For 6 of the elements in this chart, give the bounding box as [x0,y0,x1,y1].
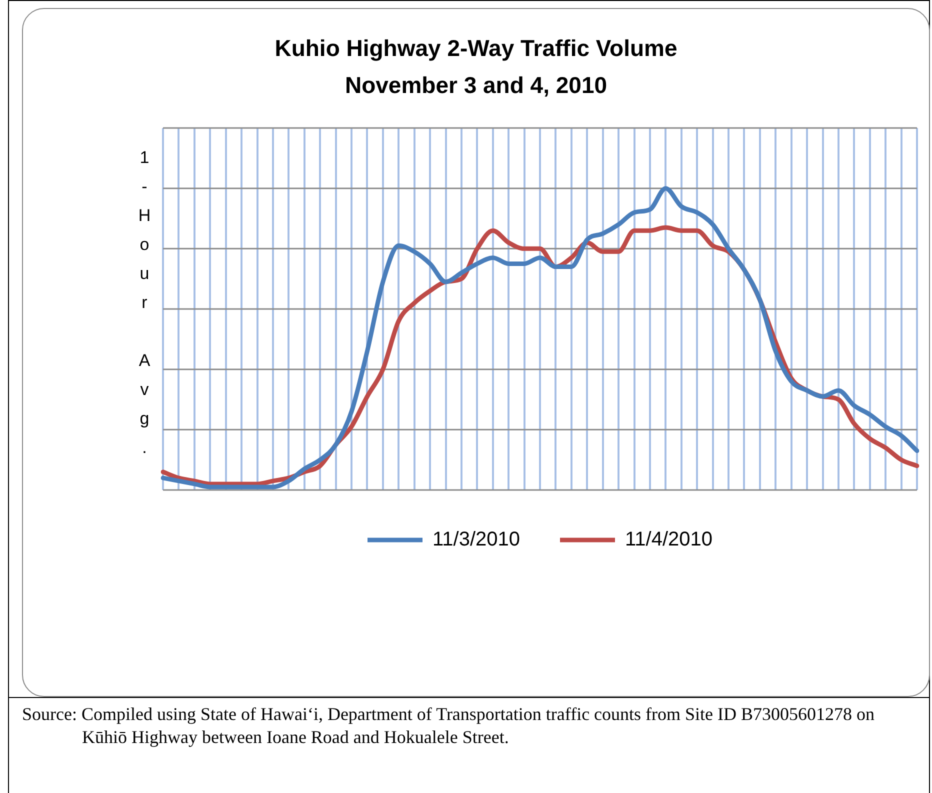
source-note: Source: Compiled using State of Hawai‘i, Department of Transportation traffic counts from Site ID B73005601278 on Kūhiō Highway between Ioane Road and Hokualele Street. [22,703,876,749]
legend-label: 11/3/2010 [432,528,520,551]
chart-title: Kuhio Highway 2-Way Traffic Volume [274,34,678,63]
chart-subtitle: November 3 and 4, 2010 [344,71,608,100]
legend-label: 11/4/2010 [625,528,712,551]
y-axis-title: 1-Hour Avg. [134,148,154,467]
